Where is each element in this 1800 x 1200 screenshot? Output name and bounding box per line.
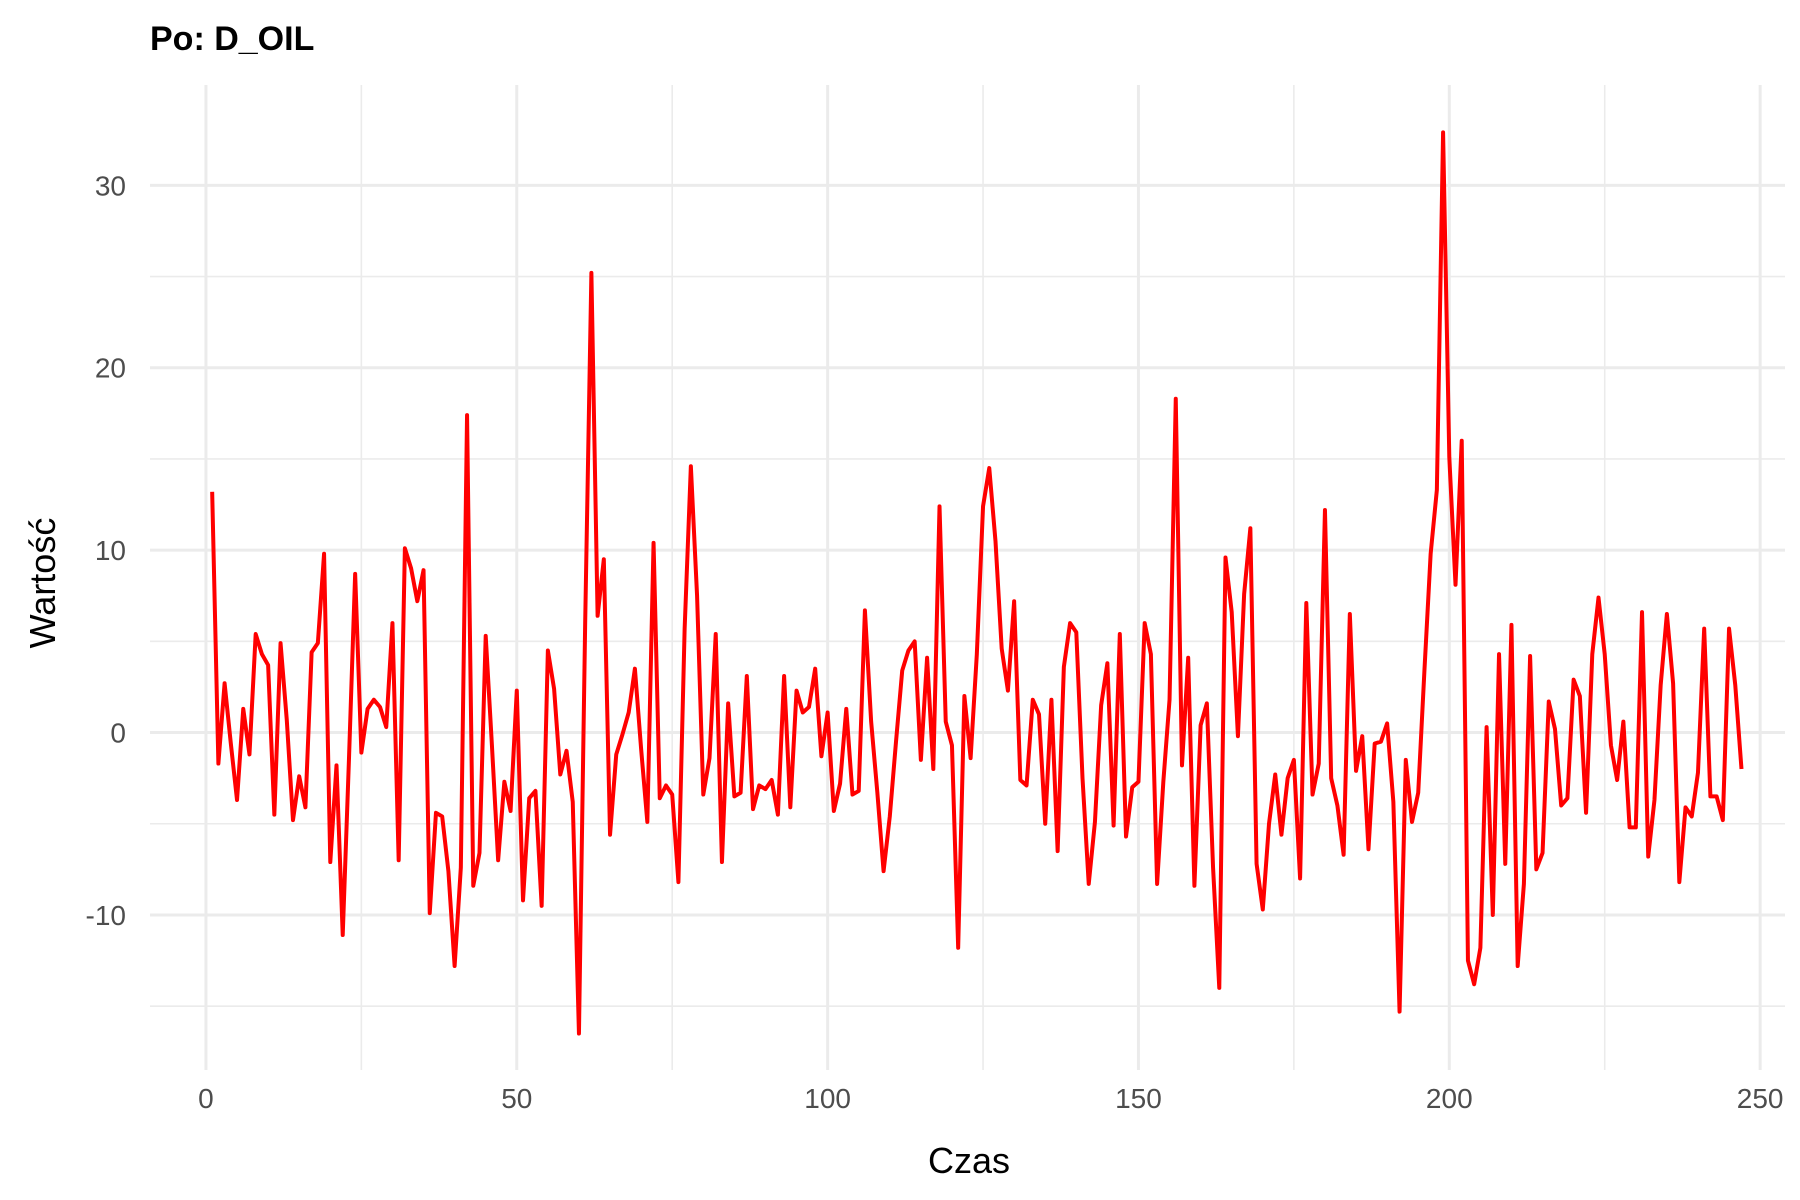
gridlines [150, 85, 1785, 1070]
x-tick-label: 0 [198, 1083, 214, 1114]
x-axis-ticks: 0 50 100 150 200 250 [198, 1083, 1783, 1114]
series-line [210, 130, 1744, 1036]
x-tick-label: 150 [1115, 1083, 1162, 1114]
chart-title: Po: D_OIL [150, 20, 314, 58]
y-tick-label: 10 [95, 535, 126, 566]
x-tick-label: 100 [804, 1083, 851, 1114]
x-tick-label: 200 [1426, 1083, 1473, 1114]
y-axis-title: Wartość [22, 518, 63, 649]
x-axis-title: Czas [928, 1140, 1010, 1181]
y-tick-label: 20 [95, 353, 126, 384]
y-axis-ticks: -10 0 10 20 30 [86, 170, 126, 931]
y-tick-label: -10 [86, 900, 126, 931]
x-tick-label: 250 [1737, 1083, 1784, 1114]
x-tick-label: 50 [501, 1083, 532, 1114]
data-series [210, 130, 1744, 1036]
y-tick-label: 0 [110, 718, 126, 749]
y-tick-label: 30 [95, 170, 126, 201]
